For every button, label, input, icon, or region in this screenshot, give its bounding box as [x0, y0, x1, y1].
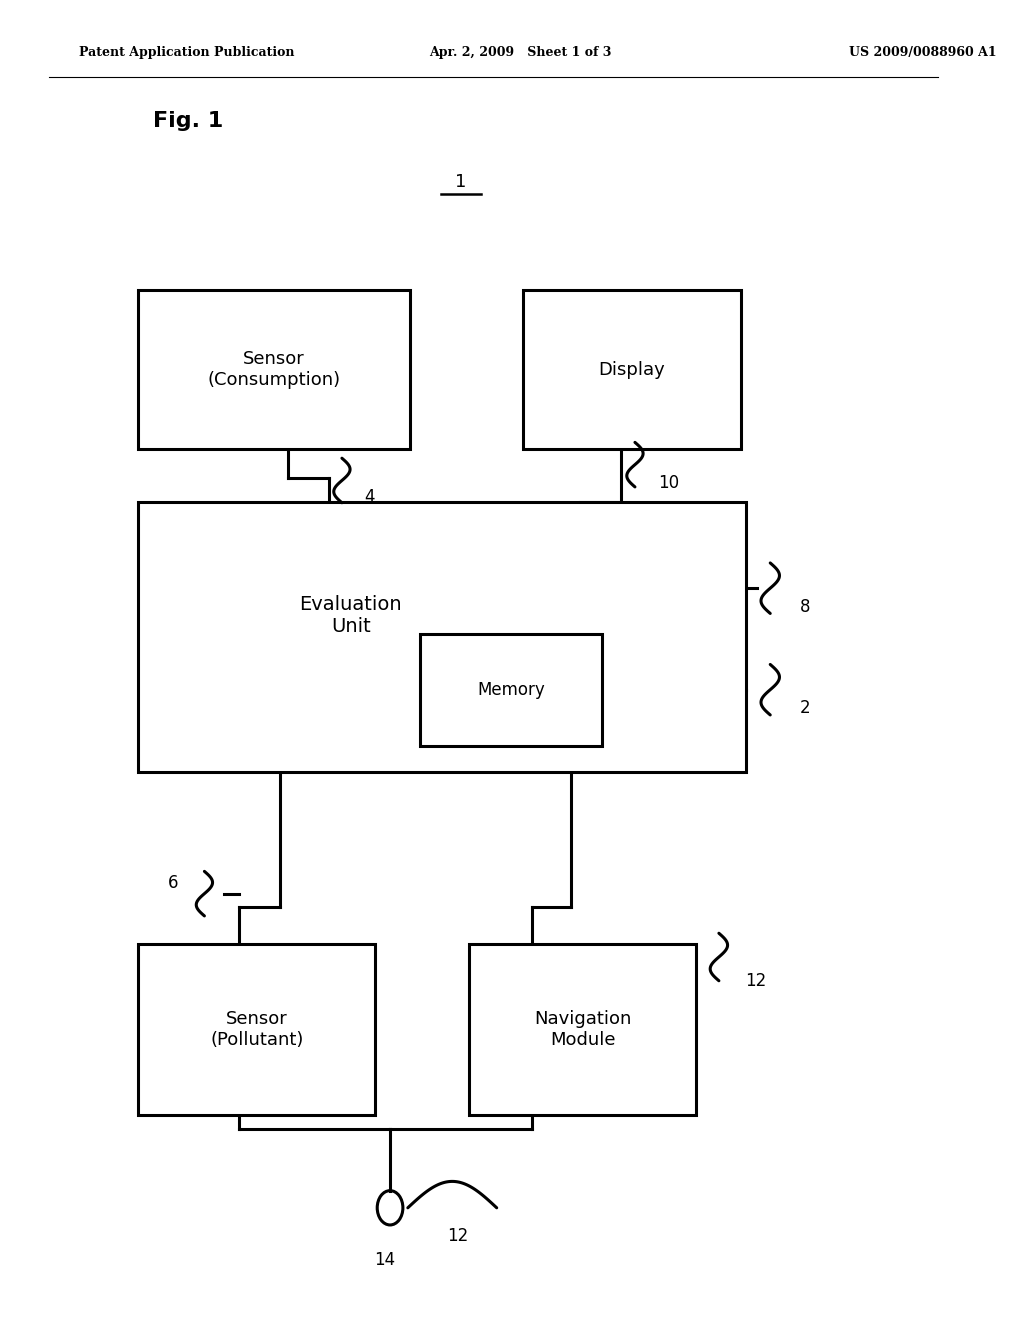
- Text: 6: 6: [168, 874, 178, 892]
- Text: 1: 1: [456, 173, 467, 191]
- FancyBboxPatch shape: [420, 634, 602, 746]
- Text: 2: 2: [800, 700, 810, 718]
- Text: 10: 10: [657, 474, 679, 492]
- Text: Patent Application Publication: Patent Application Publication: [79, 46, 295, 59]
- FancyBboxPatch shape: [138, 944, 375, 1115]
- FancyBboxPatch shape: [138, 502, 745, 772]
- Text: 12: 12: [745, 972, 767, 990]
- Text: Navigation
Module: Navigation Module: [534, 1010, 632, 1049]
- FancyBboxPatch shape: [138, 290, 410, 449]
- Text: US 2009/0088960 A1: US 2009/0088960 A1: [849, 46, 996, 59]
- Text: Apr. 2, 2009   Sheet 1 of 3: Apr. 2, 2009 Sheet 1 of 3: [429, 46, 612, 59]
- Text: 12: 12: [447, 1226, 469, 1245]
- Text: 14: 14: [375, 1251, 395, 1270]
- FancyBboxPatch shape: [523, 290, 740, 449]
- Text: Sensor
(Consumption): Sensor (Consumption): [208, 350, 341, 389]
- Text: Memory: Memory: [477, 681, 545, 698]
- Text: 4: 4: [365, 487, 375, 506]
- Text: Display: Display: [599, 360, 666, 379]
- Text: Evaluation
Unit: Evaluation Unit: [299, 595, 402, 636]
- Text: Sensor
(Pollutant): Sensor (Pollutant): [210, 1010, 303, 1049]
- Text: 8: 8: [800, 598, 810, 616]
- Text: Fig. 1: Fig. 1: [153, 111, 223, 132]
- FancyBboxPatch shape: [469, 944, 696, 1115]
